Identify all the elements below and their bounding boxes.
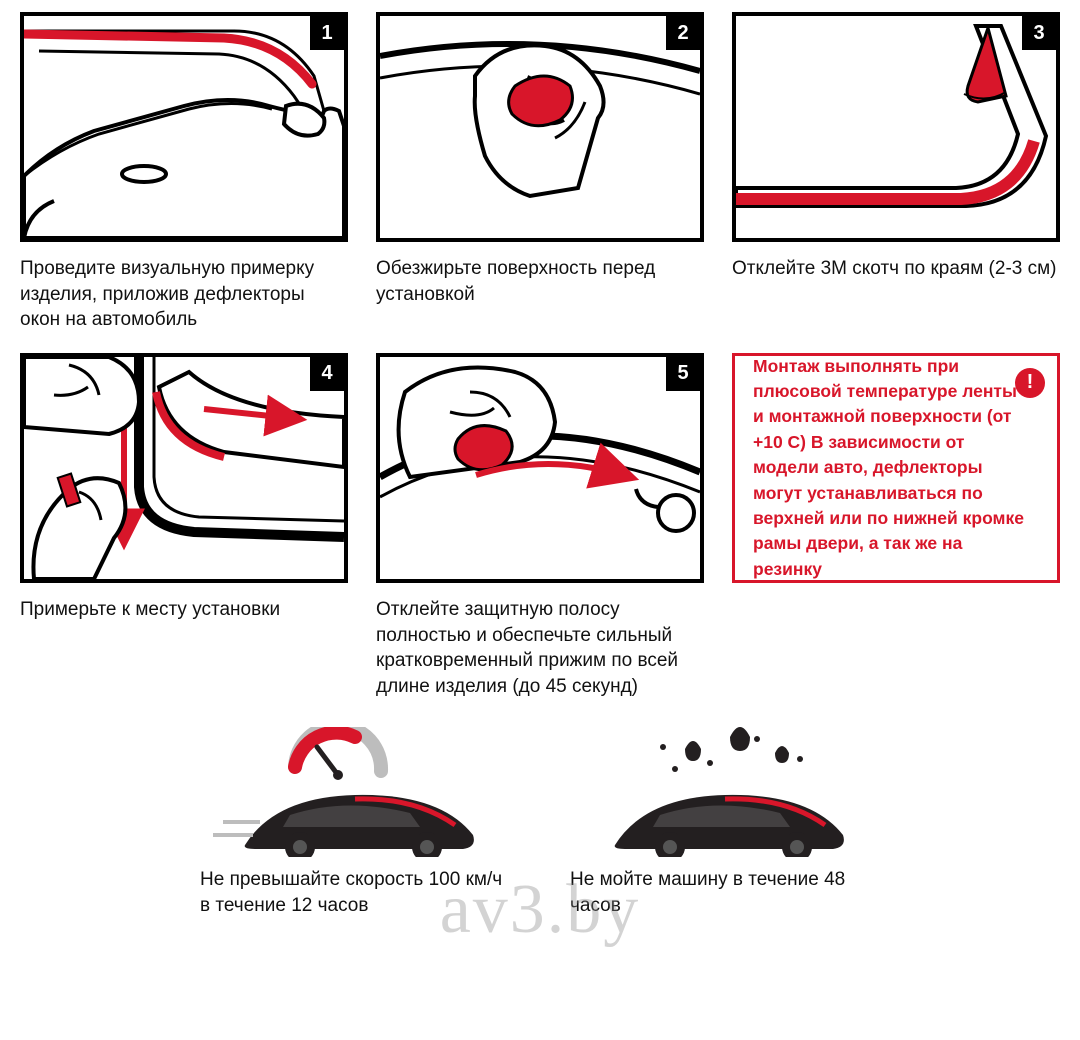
warning-cell: ! Монтаж выполнять при плюсовой температ… — [732, 353, 1060, 700]
step-badge: 5 — [666, 357, 700, 391]
step-3-illustration — [736, 16, 1056, 238]
step-2-panel: 2 — [376, 12, 704, 242]
step-badge: 3 — [1022, 16, 1056, 50]
step-4-illustration — [24, 357, 344, 579]
step-3: 3 Отклейте 3М скотч по краям (2-3 см) — [732, 12, 1060, 333]
step-3-caption: Отклейте 3М скотч по краям (2-3 см) — [732, 256, 1060, 282]
step-5: 5 — [376, 353, 704, 700]
step-5-panel: 5 — [376, 353, 704, 583]
step-1-panel: 1 — [20, 12, 348, 242]
steps-grid: 1 Проведите визуальную примерку изделия,… — [20, 12, 1060, 699]
step-badge: 1 — [310, 16, 344, 50]
step-badge: 2 — [666, 16, 700, 50]
step-3-panel: 3 — [732, 12, 1060, 242]
bottom-speed: Не превышайте скорость 100 км/ч в течени… — [200, 727, 510, 918]
step-1-illustration — [24, 16, 344, 238]
step-2-caption: Обезжирьте поверхность перед установкой — [376, 256, 704, 307]
warning-text: Монтаж выполнять при плюсовой температур… — [753, 354, 1027, 582]
step-1-caption: Проведите визуальную примерку изделия, п… — [20, 256, 348, 333]
step-2: 2 Обезжирьте поверхность перед установко… — [376, 12, 704, 333]
bottom-wash-caption: Не мойте машину в течение 48 часов — [570, 867, 880, 918]
bottom-speed-caption: Не превышайте скорость 100 км/ч в течени… — [200, 867, 510, 918]
bottom-wash: Не мойте машину в течение 48 часов — [570, 727, 880, 918]
step-5-illustration — [380, 357, 700, 579]
step-4: 4 — [20, 353, 348, 700]
step-2-illustration — [380, 16, 700, 238]
step-4-caption: Примерьте к месту установки — [20, 597, 348, 623]
bottom-row: Не превышайте скорость 100 км/ч в течени… — [20, 727, 1060, 918]
wash-illustration — [570, 727, 880, 857]
step-badge: 4 — [310, 357, 344, 391]
warning-icon: ! — [1015, 368, 1045, 398]
step-1: 1 Проведите визуальную примерку изделия,… — [20, 12, 348, 333]
step-4-panel: 4 — [20, 353, 348, 583]
speed-illustration — [200, 727, 510, 857]
step-5-caption: Отклейте защитную полосу полностью и обе… — [376, 597, 704, 700]
warning-box: ! Монтаж выполнять при плюсовой температ… — [732, 353, 1060, 583]
